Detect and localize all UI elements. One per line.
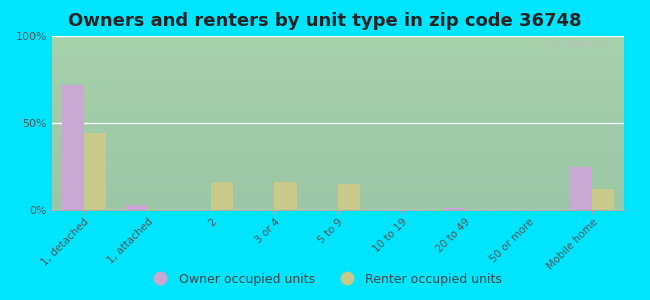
Legend: Owner occupied units, Renter occupied units: Owner occupied units, Renter occupied un… — [143, 268, 507, 291]
Bar — [84, 134, 106, 210]
Bar — [62, 85, 84, 210]
Text: Owners and renters by unit type in zip code 36748: Owners and renters by unit type in zip c… — [68, 12, 582, 30]
Bar — [338, 184, 360, 210]
Bar — [211, 182, 233, 210]
Bar — [443, 208, 465, 210]
Bar — [592, 189, 614, 210]
Bar — [125, 205, 148, 210]
Bar — [570, 167, 592, 210]
Text: City-Data.com: City-Data.com — [543, 40, 612, 50]
Bar — [274, 182, 296, 210]
